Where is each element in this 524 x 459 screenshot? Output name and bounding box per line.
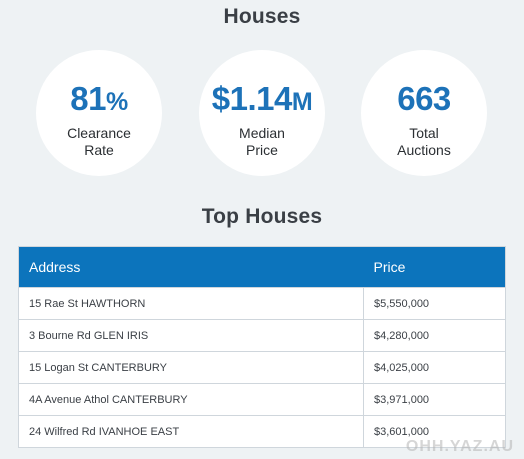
total-auctions-label: Total Auctions	[397, 125, 451, 158]
total-auctions-stat: 663 Total Auctions	[361, 50, 487, 176]
price-cell: $3,601,000	[363, 415, 505, 447]
median-price-stat: $1.14M Median Price	[199, 50, 325, 176]
top-houses-table: Address Price 15 Rae St HAWTHORN $5,550,…	[18, 246, 506, 448]
table-header-row: Address Price	[19, 247, 505, 288]
clearance-rate-value: 81%	[70, 80, 128, 117]
clearance-rate-stat: 81% Clearance Rate	[36, 50, 162, 176]
median-price-value: $1.14M	[211, 80, 313, 117]
address-cell: 15 Logan St CANTERBURY	[19, 351, 364, 384]
address-cell: 24 Wilfred Rd IVANHOE EAST	[19, 415, 364, 447]
table-row: 15 Rae St HAWTHORN $5,550,000	[19, 287, 505, 320]
table-row: 24 Wilfred Rd IVANHOE EAST $3,601,000	[19, 415, 505, 447]
total-auctions-value: 663	[397, 80, 451, 117]
price-cell: $5,550,000	[363, 287, 505, 320]
table-row: 15 Logan St CANTERBURY $4,025,000	[19, 351, 505, 384]
top-houses-heading: Top Houses	[201, 205, 323, 228]
watermark: OHH.YAZ.AU	[405, 438, 514, 455]
clearance-rate-label: Clearance Rate	[67, 125, 131, 158]
price-column-header: Price	[363, 247, 505, 288]
price-cell: $3,971,000	[363, 383, 505, 416]
table-row: 4A Avenue Athol CANTERBURY $3,971,000	[19, 383, 505, 416]
median-price-label: Median Price	[239, 125, 285, 158]
address-cell: 15 Rae St HAWTHORN	[19, 287, 364, 320]
houses-heading: Houses	[223, 5, 301, 28]
price-cell: $4,025,000	[363, 351, 505, 384]
address-cell: 3 Bourne Rd GLEN IRIS	[19, 319, 364, 352]
address-column-header: Address	[19, 247, 364, 288]
price-cell: $4,280,000	[363, 319, 505, 352]
address-cell: 4A Avenue Athol CANTERBURY	[19, 383, 364, 416]
table-row: 3 Bourne Rd GLEN IRIS $4,280,000	[19, 319, 505, 352]
